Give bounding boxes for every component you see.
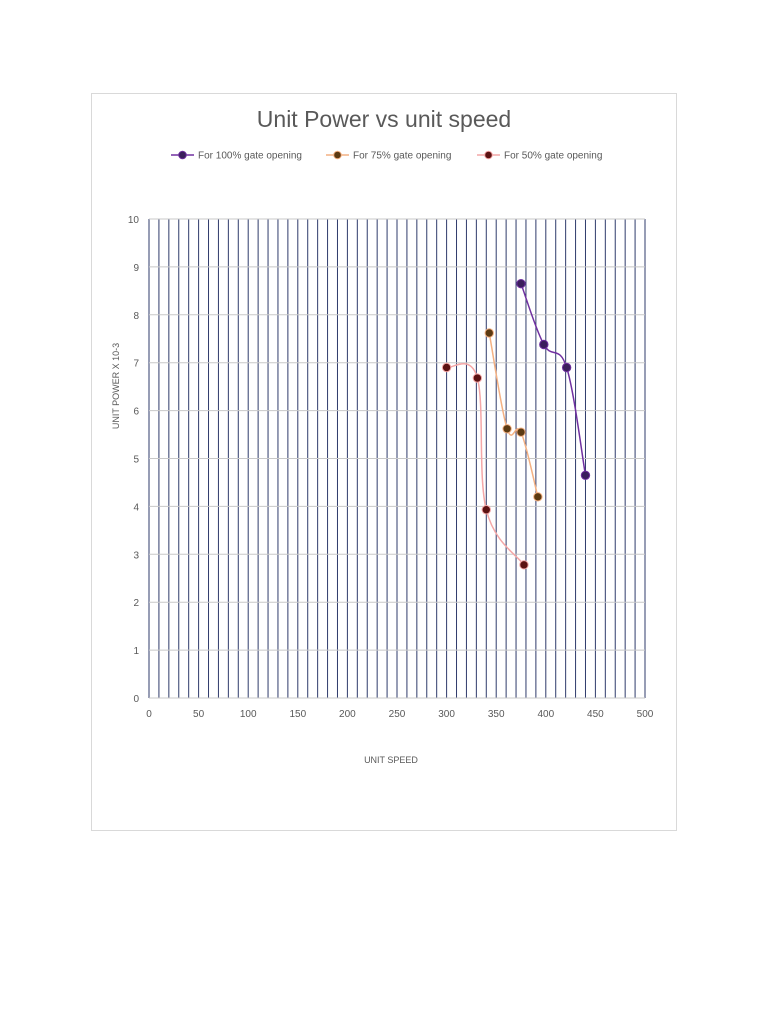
data-point <box>502 424 512 434</box>
x-tick-label: 200 <box>339 709 356 720</box>
data-point <box>481 505 491 515</box>
legend-label: For 50% gate opening <box>504 151 602 162</box>
legend-marker <box>333 150 342 160</box>
legend: For 100% gate opening For 75% gate openin… <box>171 151 602 162</box>
chart-title: Unit Power vs unit speed <box>257 106 511 132</box>
x-tick-label: 50 <box>193 709 205 720</box>
y-tick-label: 3 <box>133 550 139 561</box>
data-point <box>533 492 543 502</box>
data-point <box>484 328 494 338</box>
y-tick-label: 7 <box>133 359 139 370</box>
legend-marker <box>484 150 493 160</box>
y-tick-label: 6 <box>133 407 139 418</box>
x-tick-label: 400 <box>537 709 554 720</box>
data-point <box>580 470 591 480</box>
y-tick-label: 4 <box>133 502 139 513</box>
series-line <box>488 332 539 498</box>
x-tick-label: 300 <box>438 709 455 720</box>
axes: 0 50 100 150 200 250 300 350 400 450 500 0 1 2 3 4 5 6 7 8 9… <box>128 215 654 720</box>
y-tick-label: 9 <box>133 263 139 274</box>
x-tick-label: 0 <box>146 709 152 720</box>
x-tick-label: 350 <box>488 709 505 720</box>
data-point <box>561 362 572 373</box>
y-tick-label: 0 <box>133 694 139 705</box>
y-axis-label: UNIT POWER X 10-3 <box>111 343 121 429</box>
data-point <box>519 560 529 570</box>
x-tick-label: 250 <box>389 709 406 720</box>
data-point <box>516 427 526 437</box>
series-line <box>520 283 587 476</box>
y-tick-label: 5 <box>133 455 139 466</box>
x-tick-label: 100 <box>240 709 257 720</box>
data-point <box>472 373 483 383</box>
y-tick-label: 1 <box>133 646 139 657</box>
series-group <box>441 278 591 570</box>
legend-label: For 75% gate opening <box>353 151 451 162</box>
legend-label: For 100% gate opening <box>198 151 302 162</box>
grid-lines <box>148 218 646 699</box>
y-tick-label: 10 <box>128 215 140 226</box>
x-axis-label: UNIT SPEED <box>364 755 418 765</box>
legend-marker <box>178 150 187 160</box>
data-point <box>441 362 452 373</box>
x-tick-label: 150 <box>289 709 306 720</box>
x-tick-label: 450 <box>587 709 604 720</box>
x-tick-label: 500 <box>637 709 654 720</box>
y-tick-label: 2 <box>133 598 139 609</box>
y-tick-label: 8 <box>133 311 139 322</box>
data-point <box>539 339 549 350</box>
series-line <box>446 363 525 566</box>
data-point <box>516 278 526 289</box>
